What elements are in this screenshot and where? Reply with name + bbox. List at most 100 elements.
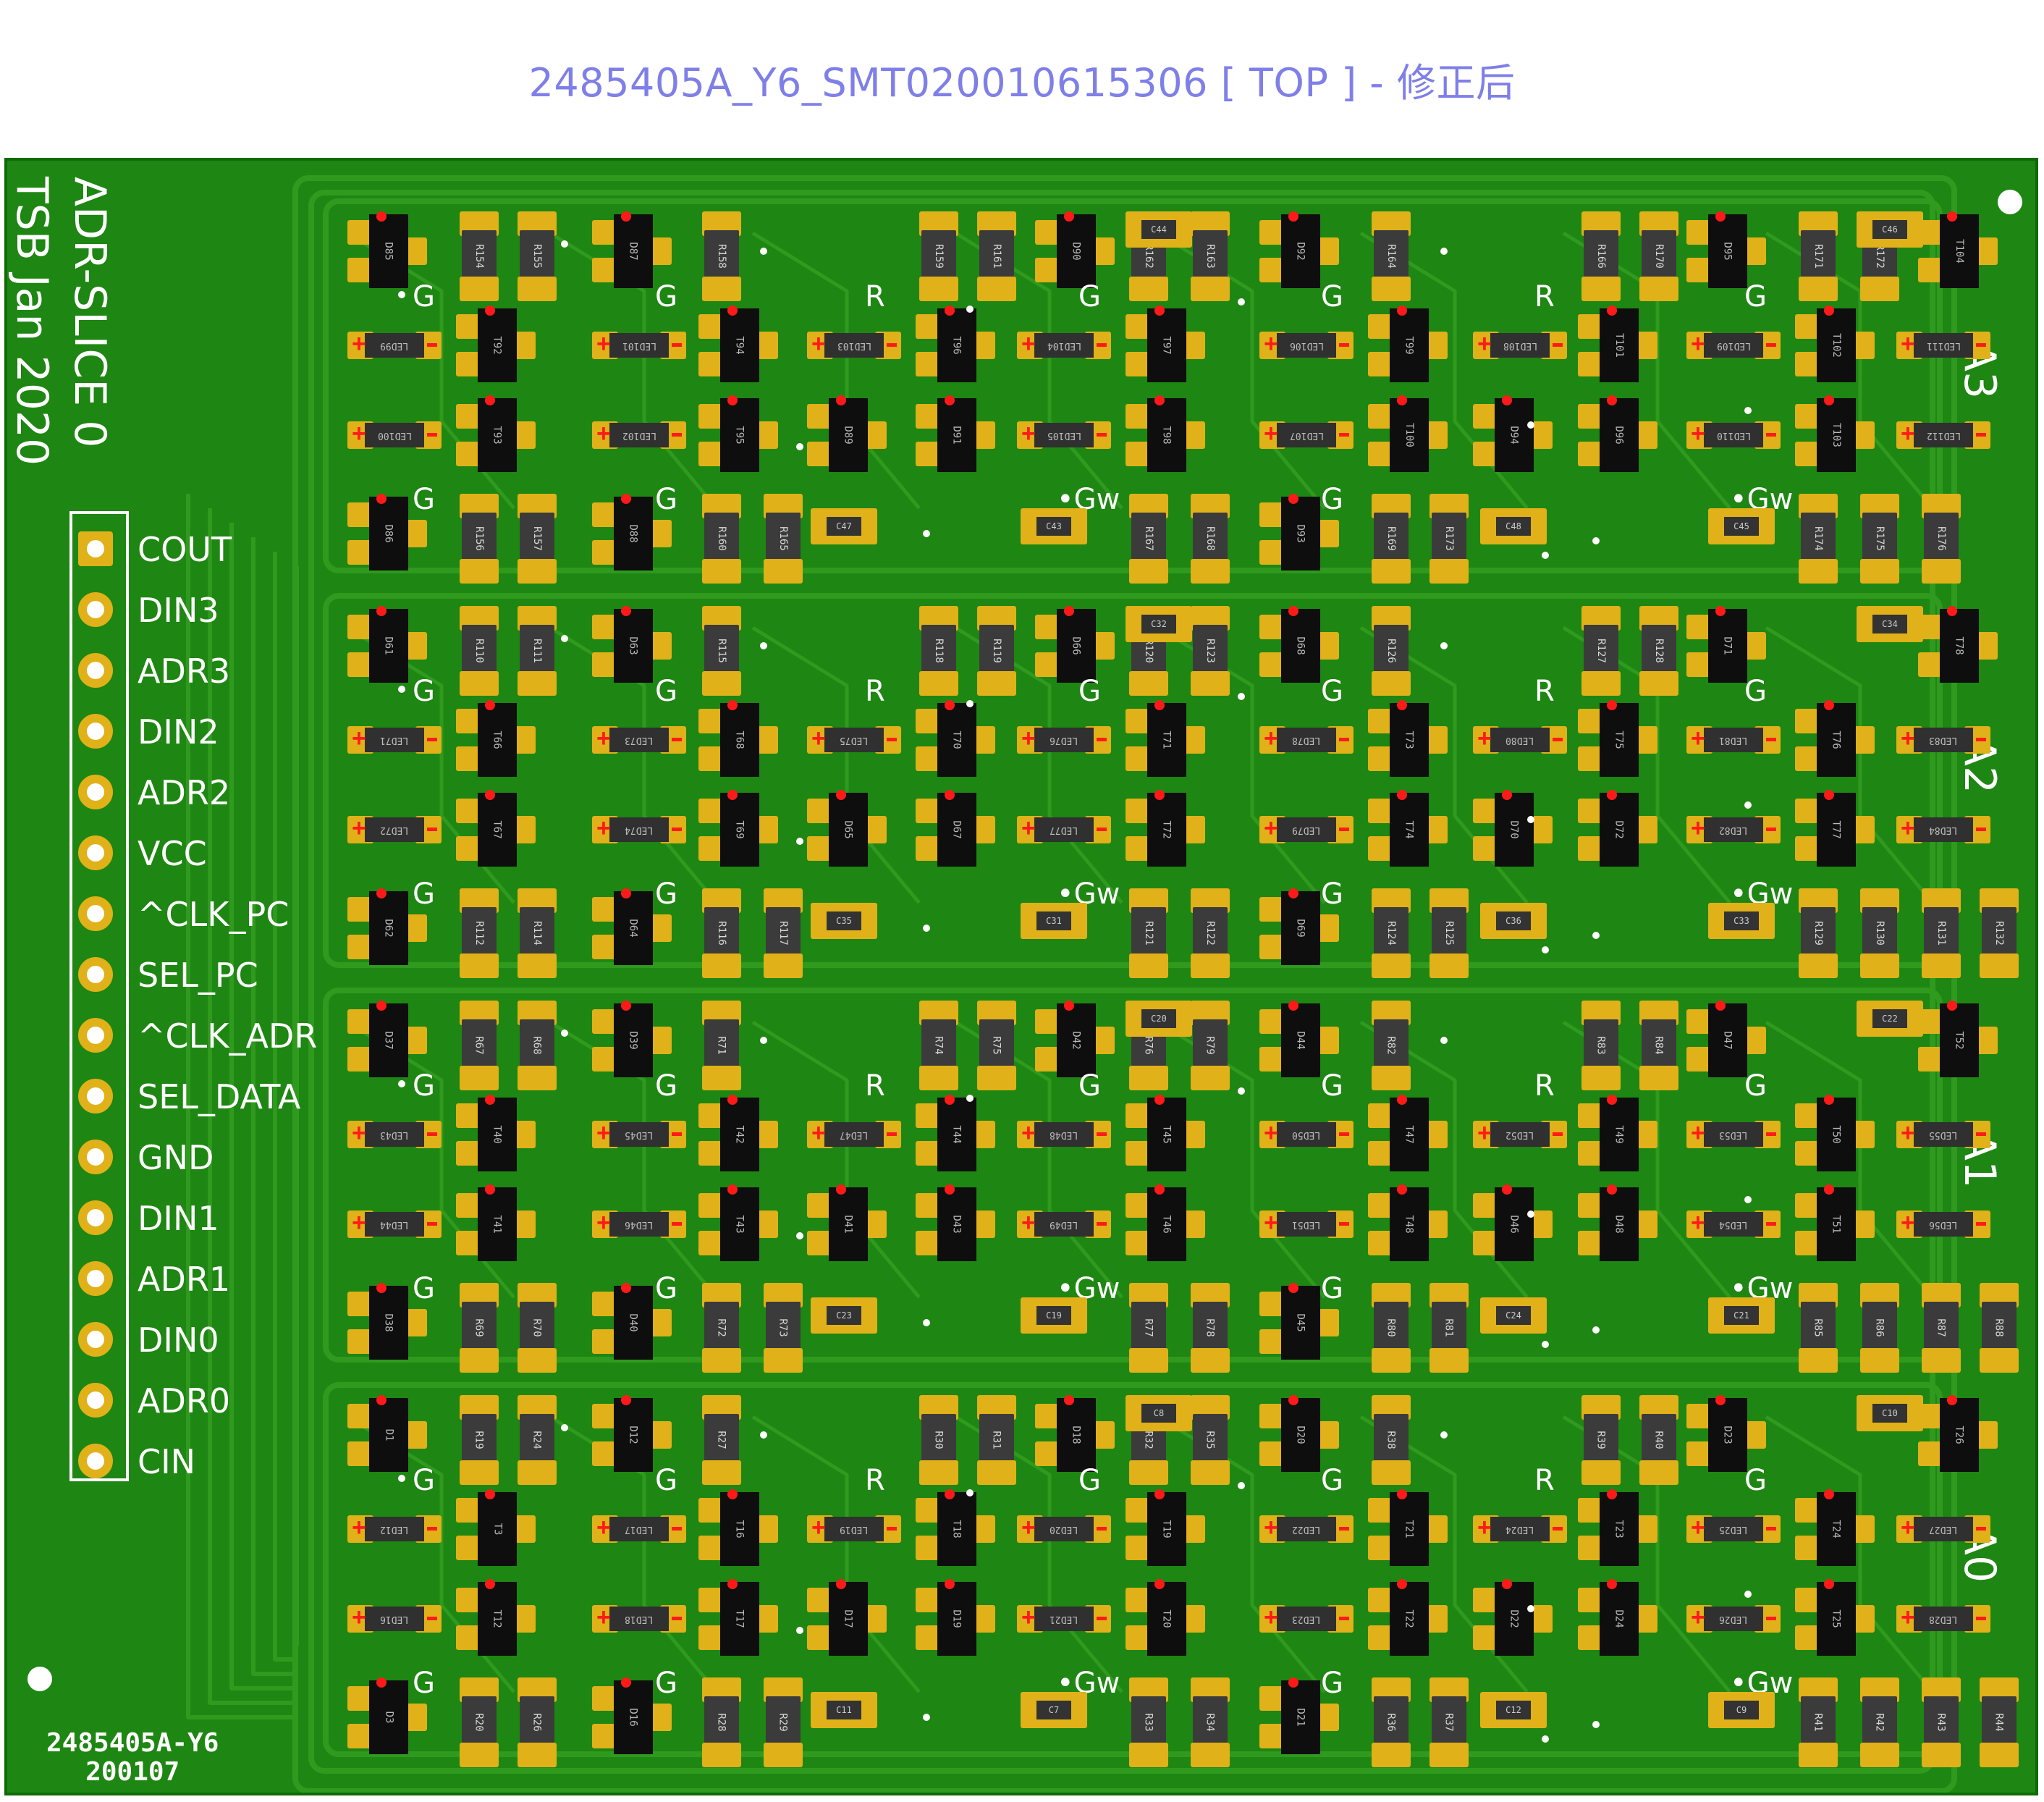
transistor-label: D38 (382, 1313, 394, 1332)
led: LED109 + (1686, 326, 1781, 365)
resistor: R158 (698, 211, 745, 301)
resistor: R164 (1368, 211, 1414, 301)
resistor-label: R41 (1812, 1713, 1824, 1732)
via (923, 1319, 930, 1326)
transistor-label: T17 (733, 1609, 746, 1628)
led: LED104 + (1017, 326, 1111, 365)
via (1542, 552, 1549, 559)
resistor: R42 (1857, 1677, 1903, 1767)
transistor: D88 (592, 494, 672, 573)
resistor-label: R71 (715, 1036, 727, 1055)
led: LED49 + (1017, 1205, 1111, 1244)
led-label: LED18 (625, 1613, 654, 1625)
resistor: R19 (456, 1395, 502, 1485)
resistor-label: R155 (531, 244, 543, 269)
resistor-label: R36 (1385, 1713, 1397, 1732)
led-label: LED84 (1929, 824, 1958, 835)
led: LED108 + (1473, 326, 1567, 365)
transistor-label: T104 (1954, 239, 1965, 264)
transistor-label: T98 (1160, 426, 1173, 445)
led: LED56 + (1896, 1205, 1990, 1244)
resistor: R157 (514, 494, 560, 584)
transistor-label: D91 (950, 426, 963, 445)
transistor-label: D43 (950, 1215, 963, 1234)
resistor-label: R161 (991, 244, 1002, 269)
transistor-label: T71 (1160, 731, 1173, 749)
via (1527, 1605, 1534, 1612)
resistor-label: R121 (1143, 921, 1154, 946)
transistor: T66 (456, 700, 536, 780)
led: LED106 + (1259, 326, 1353, 365)
resistor: R173 (1426, 494, 1472, 584)
via (1744, 1591, 1752, 1598)
transistor: T49 (1578, 1095, 1657, 1174)
resistor-label: R80 (1385, 1318, 1397, 1337)
via (760, 1431, 767, 1439)
transistor-label: T92 (491, 336, 503, 355)
transistor: D44 (1259, 1001, 1339, 1080)
transistor: T100 (1368, 395, 1448, 475)
led-color-label-lower: G (413, 877, 435, 911)
via (966, 306, 974, 313)
led: LED78 + (1259, 720, 1353, 759)
capacitor: C34 (1857, 606, 1923, 642)
led-color-label-lower: G (1321, 1272, 1343, 1305)
led-color-label-lower: G (413, 1272, 435, 1305)
led-label: LED77 (1050, 824, 1078, 835)
capacitor: C45 (1708, 508, 1775, 544)
capacitor-label: C33 (1733, 916, 1749, 926)
transistor-label: D20 (1294, 1426, 1306, 1444)
transistor: D20 (1259, 1395, 1339, 1475)
capacitor-label: C19 (1046, 1310, 1062, 1321)
resistor: R78 (1187, 1283, 1233, 1373)
resistor-label: R166 (1595, 244, 1607, 269)
transistor-label: D46 (1508, 1215, 1520, 1234)
connector-pin-label: GND (138, 1138, 214, 1177)
led-label: LED79 (1292, 824, 1321, 835)
capacitor: C31 (1021, 903, 1087, 939)
transistor: D23 (1686, 1395, 1766, 1475)
resistor: R82 (1368, 1001, 1414, 1090)
via (1744, 801, 1752, 809)
resistor: R130 (1857, 888, 1903, 978)
resistor-label: R123 (1204, 639, 1216, 663)
connector-pin-label: ADR2 (138, 773, 231, 812)
capacitor: C36 (1480, 903, 1547, 939)
transistor: D91 (916, 395, 995, 475)
via (1542, 1341, 1549, 1348)
transistor: D21 (1259, 1677, 1339, 1757)
connector-pin (78, 531, 113, 566)
led: LED28 + (1896, 1599, 1990, 1638)
transistor: T67 (456, 790, 536, 870)
led: LED44 + (347, 1205, 442, 1244)
resistor-label: R116 (716, 921, 727, 946)
transistor: T24 (1795, 1489, 1875, 1569)
transistor: D19 (916, 1579, 995, 1659)
led-label: LED109 (1716, 340, 1751, 351)
resistor-label: R74 (932, 1036, 945, 1055)
transistor-label: T45 (1160, 1125, 1173, 1144)
transistor: D47 (1686, 1001, 1766, 1080)
transistor: D86 (347, 494, 427, 573)
resistor-label: R20 (473, 1713, 485, 1732)
transistor: D39 (592, 1001, 672, 1080)
resistor: R87 (1918, 1283, 1964, 1373)
transistor: D62 (347, 888, 427, 968)
led: LED102 + (592, 416, 686, 455)
transistor-label: D3 (382, 1711, 394, 1724)
resistor-label: R159 (933, 244, 945, 269)
resistor-label: R67 (473, 1036, 485, 1055)
transistor-label: T24 (1830, 1520, 1842, 1538)
led-color-label-lower: G (1321, 483, 1343, 516)
transistor: T102 (1795, 306, 1875, 385)
resistor: R39 (1578, 1395, 1624, 1485)
resistor: R73 (760, 1283, 806, 1373)
led-label: LED48 (1050, 1129, 1078, 1140)
resistor: R156 (456, 494, 502, 584)
transistor-label: T67 (491, 820, 503, 839)
pcb-board: ADR-SLICE 0 TSB Jan 2020 COUT DIN3 ADR3 DIN… (4, 158, 2038, 1795)
transistor-label: D86 (382, 524, 394, 543)
resistor-label: R77 (1142, 1318, 1154, 1337)
led-color-label: G (1744, 675, 1767, 708)
led: LED100 + (347, 416, 442, 455)
